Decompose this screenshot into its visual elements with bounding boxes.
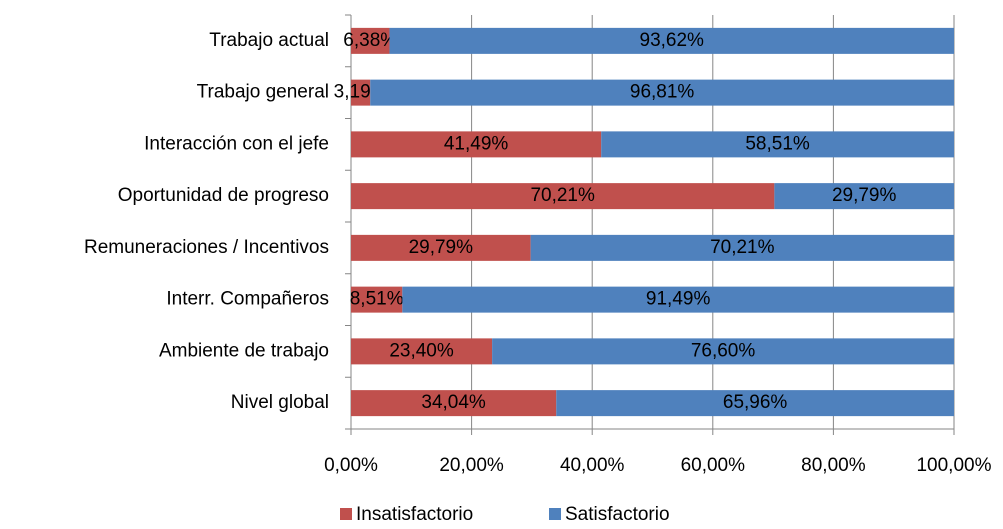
data-label: 29,79% xyxy=(409,237,474,258)
bar-segment xyxy=(351,27,390,54)
x-tick-label: 80,00% xyxy=(801,455,866,476)
y-tick-label: Trabajo general xyxy=(197,82,329,103)
bar-segment xyxy=(492,338,954,365)
bar-segment xyxy=(351,286,403,313)
bar-segment xyxy=(351,390,557,417)
data-label: 34,04% xyxy=(421,392,486,413)
data-label: 6,38% xyxy=(343,30,397,51)
bar-segment xyxy=(530,234,954,261)
y-tick-label: Interacción con el jefe xyxy=(144,133,329,154)
y-tick-label: Trabajo actual xyxy=(209,30,329,51)
data-label: 65,96% xyxy=(723,392,788,413)
bar-segment xyxy=(556,390,954,417)
bar-segment xyxy=(351,183,775,210)
bar-segment xyxy=(402,286,954,313)
bar-segment xyxy=(370,79,954,106)
data-label: 76,60% xyxy=(691,340,756,361)
x-tick-label: 100,00% xyxy=(916,455,991,476)
y-tick-label: Interr. Compañeros xyxy=(166,289,329,310)
bar-segment xyxy=(351,234,531,261)
data-label: 23,40% xyxy=(389,340,454,361)
y-tick-label: Nivel global xyxy=(231,392,329,413)
data-label: 93,62% xyxy=(640,30,705,51)
x-tick-label: 60,00% xyxy=(681,455,746,476)
bar-segment xyxy=(351,79,371,106)
x-tick-label: 0,00% xyxy=(324,455,378,476)
data-label: 96,81% xyxy=(630,82,695,103)
bar-segment xyxy=(601,131,954,158)
legend-swatch xyxy=(340,508,352,520)
bar-segment xyxy=(774,183,954,210)
bar-segment xyxy=(351,338,493,365)
x-tick-label: 20,00% xyxy=(439,455,504,476)
data-label: 70,21% xyxy=(530,185,595,206)
data-label: 8,51% xyxy=(350,289,404,310)
data-label: 58,51% xyxy=(745,133,810,154)
legend-label: Insatisfactorio xyxy=(356,504,473,525)
legend-label: Satisfactorio xyxy=(565,504,670,525)
data-label: 29,79% xyxy=(832,185,897,206)
bar-segment xyxy=(389,27,954,54)
x-tick-label: 40,00% xyxy=(560,455,625,476)
y-tick-label: Ambiente de trabajo xyxy=(159,340,329,361)
y-tick-label: Remuneraciones / Incentivos xyxy=(84,237,329,258)
data-label: 70,21% xyxy=(710,237,775,258)
data-label: 91,49% xyxy=(646,289,711,310)
legend-swatch xyxy=(549,508,561,520)
y-tick-label: Oportunidad de progreso xyxy=(118,185,329,206)
data-label: 41,49% xyxy=(444,133,509,154)
bar-segment xyxy=(351,131,602,158)
